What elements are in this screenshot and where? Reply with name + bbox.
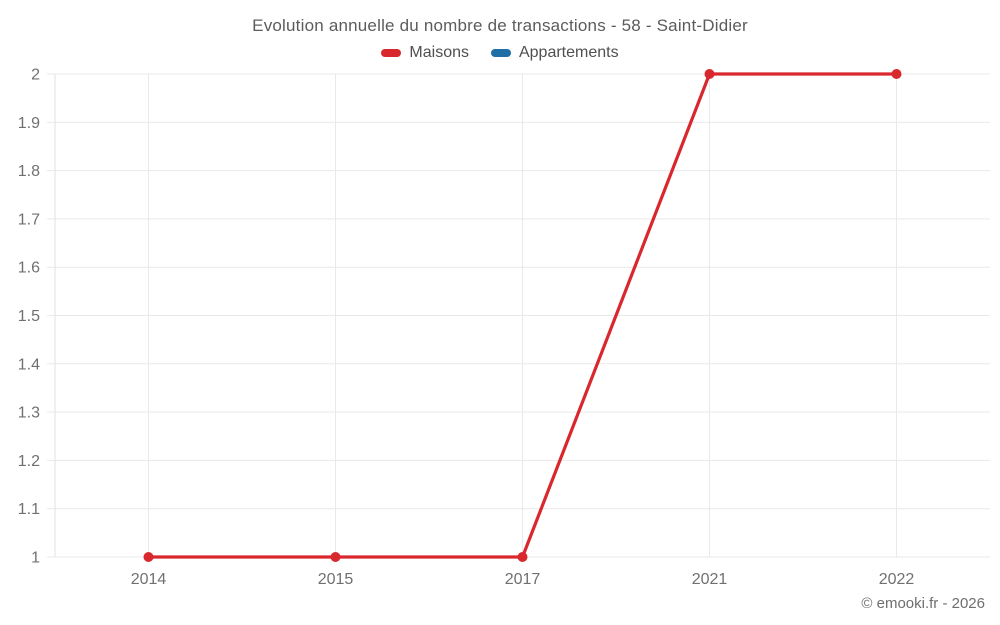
x-tick-label: 2021 bbox=[692, 571, 728, 588]
y-tick-label: 1.2 bbox=[18, 453, 40, 470]
data-point-maisons-2017[interactable] bbox=[517, 552, 528, 562]
data-point-maisons-2022[interactable] bbox=[891, 69, 902, 79]
x-tick-label: 2022 bbox=[879, 571, 915, 588]
x-tick-label: 2015 bbox=[318, 571, 354, 588]
data-point-maisons-2014[interactable] bbox=[143, 552, 154, 562]
y-tick-label: 1.3 bbox=[18, 405, 40, 422]
chart-title: Evolution annuelle du nombre de transact… bbox=[252, 16, 748, 35]
legend-label-appartements: Appartements bbox=[518, 44, 619, 61]
legend-item-maisons[interactable]: Maisons bbox=[381, 44, 469, 62]
y-tick-label: 1 bbox=[31, 550, 40, 567]
legend-label-maisons: Maisons bbox=[409, 44, 469, 61]
y-tick-label: 1.7 bbox=[18, 211, 40, 228]
legend-item-appartements[interactable]: Appartements bbox=[490, 44, 619, 62]
x-tick-label: 2017 bbox=[505, 571, 541, 588]
legend-swatch-appartements-icon bbox=[490, 49, 511, 57]
y-tick-label: 1.5 bbox=[18, 308, 40, 325]
legend: Maisons Appartements bbox=[0, 44, 1000, 62]
legend-swatch-maisons-icon bbox=[381, 49, 402, 57]
y-tick-label: 1.4 bbox=[18, 356, 40, 373]
x-tick-label: 2014 bbox=[131, 571, 167, 588]
data-point-maisons-2021[interactable] bbox=[704, 69, 715, 79]
y-tick-label: 2 bbox=[31, 67, 40, 84]
copyright: © emooki.fr - 2026 bbox=[861, 595, 985, 612]
data-point-maisons-2015[interactable] bbox=[330, 552, 341, 562]
y-tick-label: 1.8 bbox=[18, 163, 40, 180]
y-tick-label: 1.1 bbox=[18, 501, 40, 518]
y-tick-label: 1.9 bbox=[18, 115, 40, 132]
y-tick-label: 1.6 bbox=[18, 260, 40, 277]
